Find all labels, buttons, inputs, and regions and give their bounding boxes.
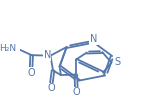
Text: N: N (90, 34, 97, 44)
Text: O: O (73, 87, 80, 97)
Text: O: O (47, 83, 55, 93)
Text: N: N (44, 50, 51, 60)
Text: S: S (115, 57, 121, 67)
Text: H₂N: H₂N (0, 44, 17, 53)
Text: O: O (27, 68, 35, 78)
